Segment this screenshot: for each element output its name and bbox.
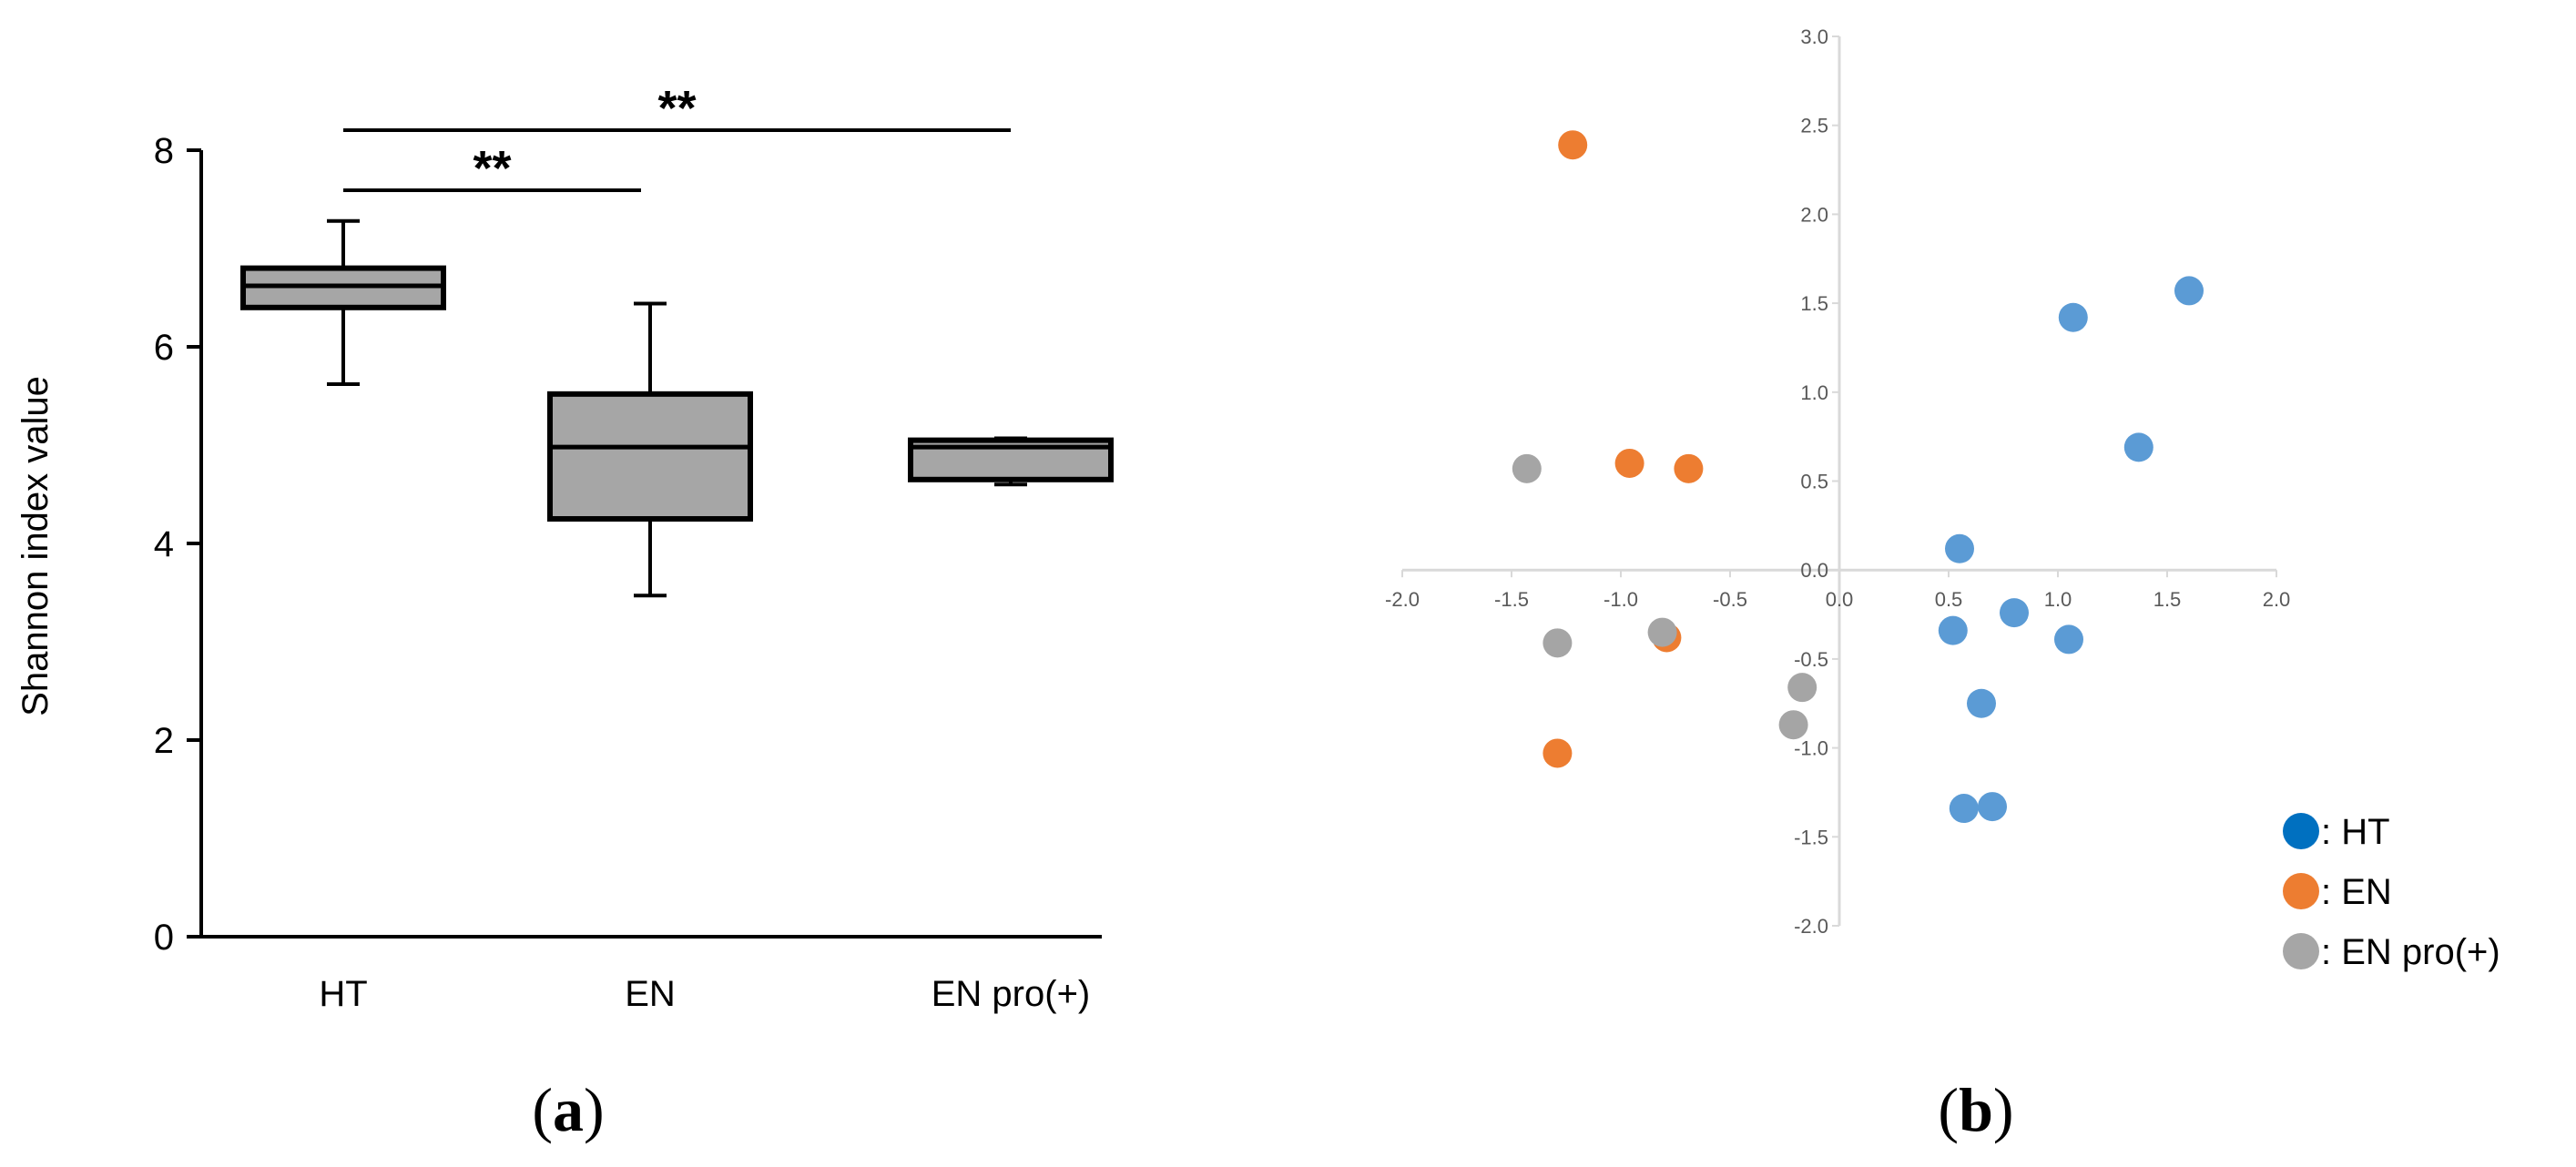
y-tick-labels-a: 0 2 4 6 8 bbox=[154, 131, 174, 958]
y-tick-label-a: 8 bbox=[154, 131, 174, 171]
scatter-point bbox=[1787, 673, 1817, 703]
legend-item: : EN pro(+) bbox=[2283, 932, 2500, 972]
series-en-pro bbox=[1512, 453, 1817, 740]
y-tick-label-b: -2.0 bbox=[1794, 915, 1828, 938]
scatter-point bbox=[1967, 688, 1996, 718]
scatter-points bbox=[1512, 130, 2204, 824]
x-tick-labels-b: -2.0 -1.5 -1.0 -0.5 0.0 0.5 1.0 1.5 2.0 bbox=[1385, 588, 2290, 611]
y-tick-label-b: 3.0 bbox=[1800, 25, 1828, 48]
y-tick-label-b: 0.0 bbox=[1800, 559, 1828, 582]
y-tick-label-b: -1.5 bbox=[1794, 826, 1828, 848]
y-tick-label-a: 4 bbox=[154, 524, 174, 564]
x-tick-label-b: -2.0 bbox=[1385, 588, 1420, 611]
legend-swatch bbox=[2283, 933, 2319, 969]
scatter-point bbox=[1674, 453, 1704, 483]
axes-a bbox=[187, 148, 1102, 939]
x-tick-label-b: -1.0 bbox=[1604, 588, 1638, 611]
box-plot-panel-a: Shannon index value 0 2 4 6 8 ** ** HT EN EN pr… bbox=[15, 81, 1114, 1014]
x-tick-label-b: 0.0 bbox=[1826, 588, 1854, 611]
box-en bbox=[547, 301, 753, 598]
y-tick-label-a: 2 bbox=[154, 721, 174, 761]
legend-label: : EN bbox=[2321, 872, 2392, 912]
series-ht bbox=[1938, 276, 2204, 824]
scatter-point bbox=[1778, 710, 1808, 740]
scatter-point bbox=[1938, 615, 1968, 645]
x-tick-label-b: 2.0 bbox=[2263, 588, 2291, 611]
scatter-point bbox=[1512, 453, 1542, 483]
box-en-pro- bbox=[908, 436, 1114, 487]
significance-brackets: ** ** bbox=[343, 81, 1011, 196]
legend-label: : HT bbox=[2321, 812, 2390, 852]
y-tick-label-a: 6 bbox=[154, 328, 174, 368]
x-tick-label-b: -0.5 bbox=[1713, 588, 1747, 611]
y-tick-labels-b: -2.0 -1.5 -1.0 -0.5 0.0 0.5 1.0 1.5 2.0 2.5 3.0 bbox=[1794, 25, 1828, 938]
y-axis-title-a: Shannon index value bbox=[15, 376, 56, 716]
y-tick-label-b: -1.0 bbox=[1794, 737, 1828, 760]
scatter-point bbox=[1543, 628, 1573, 658]
legend-item: : EN bbox=[2283, 872, 2392, 912]
scatter-point bbox=[2054, 624, 2083, 655]
boxes bbox=[240, 218, 1114, 598]
scatter-point bbox=[1614, 448, 1644, 478]
scatter-point bbox=[2123, 432, 2153, 462]
x-tick-labels-a: HT EN EN pro(+) bbox=[319, 974, 1090, 1014]
panel-label-b: (b) bbox=[1938, 1075, 2013, 1144]
box-ht bbox=[240, 218, 446, 387]
legend-label: : EN pro(+) bbox=[2321, 932, 2500, 972]
series-en bbox=[1543, 130, 1704, 768]
legend-swatch bbox=[2283, 873, 2319, 909]
legend-swatch bbox=[2283, 813, 2319, 849]
y-tick-label-a: 0 bbox=[154, 918, 174, 958]
scatter-point bbox=[2000, 598, 2029, 628]
x-tick-label-b: -1.5 bbox=[1494, 588, 1529, 611]
scatter-point bbox=[1647, 617, 1677, 647]
x-tick-label-b: 0.5 bbox=[1935, 588, 1963, 611]
y-tick-label-b: 1.5 bbox=[1800, 292, 1828, 315]
significance-label: ** bbox=[473, 141, 511, 196]
y-tick-label-b: 2.0 bbox=[1800, 203, 1828, 226]
x-tick-label-a: EN bbox=[625, 974, 676, 1014]
scatter-point bbox=[2174, 276, 2204, 306]
significance-label: ** bbox=[657, 81, 696, 136]
scatter-point bbox=[1558, 130, 1588, 160]
y-tick-label-b: 0.5 bbox=[1800, 471, 1828, 493]
x-tick-label-b: 1.5 bbox=[2153, 588, 2182, 611]
scatter-point bbox=[1945, 533, 1974, 563]
x-tick-label-b: 1.0 bbox=[2044, 588, 2072, 611]
panel-label-a: (a) bbox=[532, 1075, 604, 1144]
y-tick-label-b: -0.5 bbox=[1794, 648, 1828, 671]
legend: : HT : EN : EN pro(+) bbox=[2283, 812, 2500, 972]
axes-b bbox=[1401, 36, 2277, 927]
scatter-plot-panel-b: -2.0 -1.5 -1.0 -0.5 0.0 0.5 1.0 1.5 2.0 -2.0 -1.5… bbox=[1385, 25, 2500, 972]
y-tick-label-b: 1.0 bbox=[1800, 381, 1828, 404]
box-iqr bbox=[547, 391, 753, 522]
scatter-point bbox=[1978, 792, 2007, 822]
scatter-point bbox=[1949, 794, 1979, 824]
x-tick-label-a: HT bbox=[319, 974, 367, 1014]
legend-item: : HT bbox=[2283, 812, 2390, 852]
y-tick-label-b: 2.5 bbox=[1800, 115, 1828, 137]
scatter-point bbox=[2058, 302, 2088, 332]
x-tick-label-a: EN pro(+) bbox=[932, 974, 1091, 1014]
scatter-point bbox=[1543, 738, 1573, 768]
